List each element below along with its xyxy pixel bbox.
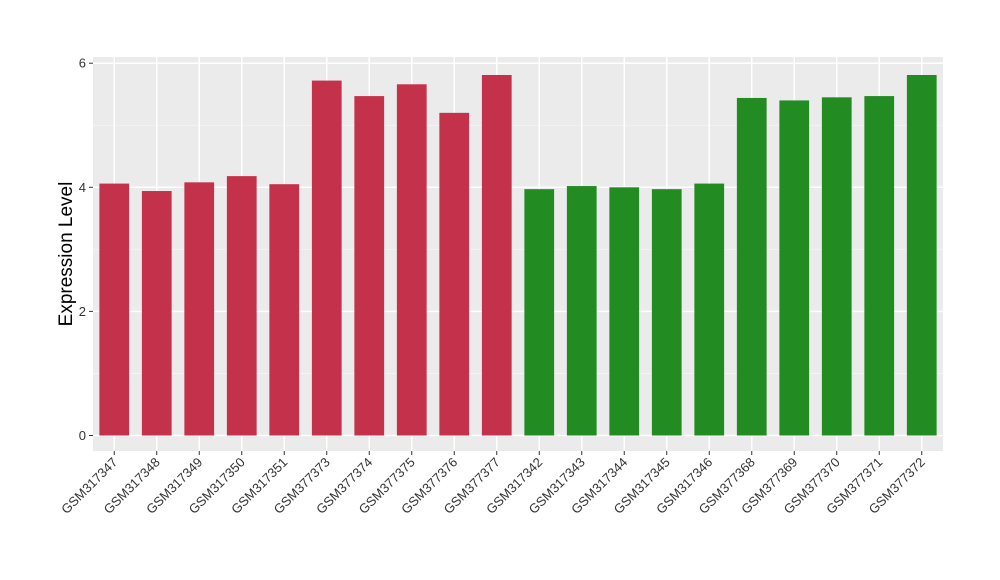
bar-GSM377368 — [736, 97, 767, 436]
bar-GSM317349 — [184, 182, 215, 436]
bar-GSM317347 — [99, 183, 130, 436]
bar-GSM377373 — [311, 80, 342, 436]
y-axis-title: Expression Level — [56, 182, 77, 327]
y-tick-label: 0 — [79, 428, 86, 443]
panel-background — [93, 57, 943, 451]
bar-GSM317350 — [226, 176, 257, 436]
bar-GSM377372 — [906, 74, 937, 436]
bar-GSM317346 — [694, 183, 725, 436]
bar-GSM317343 — [566, 186, 597, 436]
bar-GSM377371 — [864, 96, 895, 436]
bar-GSM317351 — [269, 184, 300, 436]
bar-GSM317344 — [609, 187, 640, 436]
bar-GSM377370 — [821, 97, 852, 436]
bar-GSM377377 — [481, 74, 512, 436]
x-axis: GSM317347GSM317348GSM317349GSM317350GSM3… — [58, 451, 928, 517]
bar-GSM317345 — [651, 189, 682, 436]
bar-GSM317342 — [524, 189, 555, 436]
y-tick-label: 6 — [79, 56, 86, 71]
y-tick-label: 4 — [79, 180, 86, 195]
bar-GSM377369 — [779, 100, 810, 436]
bar-GSM317348 — [141, 191, 172, 436]
y-axis: 0 2 4 6 — [79, 56, 93, 443]
bar-GSM377375 — [396, 84, 427, 436]
bar-GSM377374 — [354, 96, 385, 436]
y-tick-label: 2 — [79, 304, 86, 319]
bar-GSM377376 — [439, 112, 470, 436]
bars — [99, 74, 937, 436]
